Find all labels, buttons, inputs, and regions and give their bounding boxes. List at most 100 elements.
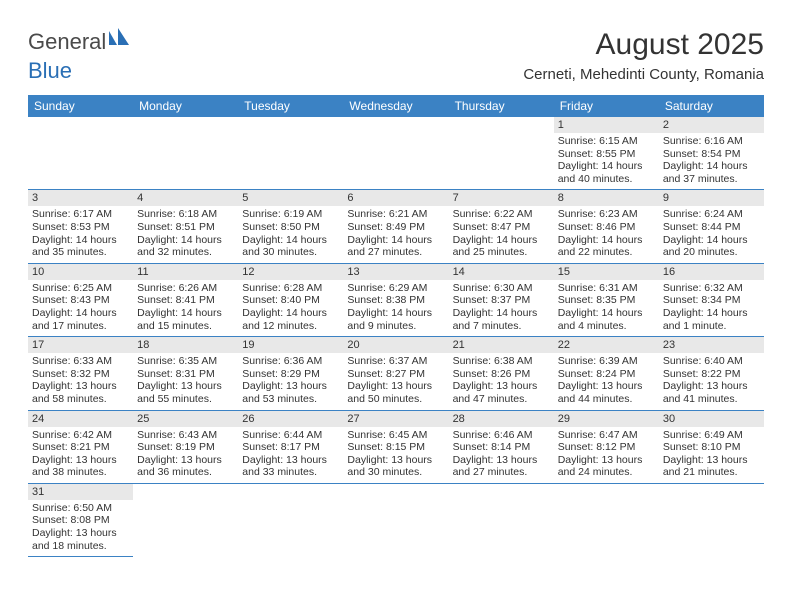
day-data: Sunrise: 6:49 AMSunset: 8:10 PMDaylight:… [659,427,764,483]
day-number: 15 [554,264,659,280]
empty-cell [659,483,764,556]
calendar-table: SundayMondayTuesdayWednesdayThursdayFrid… [28,95,764,557]
sunrise-text: Sunrise: 6:26 AM [137,282,234,295]
day-cell: 12Sunrise: 6:28 AMSunset: 8:40 PMDayligh… [238,263,343,336]
weekday-header: Saturday [659,95,764,117]
sunrise-text: Sunrise: 6:18 AM [137,208,234,221]
sunset-text: Sunset: 8:38 PM [347,294,444,307]
daylight-text: Daylight: 13 hours and 50 minutes. [347,380,444,405]
day-data: Sunrise: 6:42 AMSunset: 8:21 PMDaylight:… [28,427,133,483]
sunset-text: Sunset: 8:54 PM [663,148,760,161]
sunset-text: Sunset: 8:26 PM [453,368,550,381]
empty-cell [343,483,448,556]
day-data: Sunrise: 6:15 AMSunset: 8:55 PMDaylight:… [554,133,659,189]
month-title: August 2025 [523,28,764,62]
empty-cell [449,483,554,556]
day-number: 16 [659,264,764,280]
day-cell: 14Sunrise: 6:30 AMSunset: 8:37 PMDayligh… [449,263,554,336]
day-number: 7 [449,190,554,206]
day-number: 17 [28,337,133,353]
day-number: 5 [238,190,343,206]
daylight-text: Daylight: 14 hours and 40 minutes. [558,160,655,185]
weekday-header: Sunday [28,95,133,117]
daylight-text: Daylight: 14 hours and 20 minutes. [663,234,760,259]
header: General August 2025 Cerneti, Mehedinti C… [28,28,764,83]
sunset-text: Sunset: 8:53 PM [32,221,129,234]
sunset-text: Sunset: 8:41 PM [137,294,234,307]
day-cell: 19Sunrise: 6:36 AMSunset: 8:29 PMDayligh… [238,337,343,410]
day-number: 26 [238,411,343,427]
daylight-text: Daylight: 14 hours and 4 minutes. [558,307,655,332]
day-data: Sunrise: 6:21 AMSunset: 8:49 PMDaylight:… [343,206,448,262]
sunset-text: Sunset: 8:34 PM [663,294,760,307]
day-data: Sunrise: 6:50 AMSunset: 8:08 PMDaylight:… [28,500,133,556]
daylight-text: Daylight: 13 hours and 21 minutes. [663,454,760,479]
sunrise-text: Sunrise: 6:38 AM [453,355,550,368]
day-number: 18 [133,337,238,353]
day-number: 19 [238,337,343,353]
day-data: Sunrise: 6:16 AMSunset: 8:54 PMDaylight:… [659,133,764,189]
daylight-text: Daylight: 13 hours and 24 minutes. [558,454,655,479]
sunrise-text: Sunrise: 6:16 AM [663,135,760,148]
sunset-text: Sunset: 8:50 PM [242,221,339,234]
day-cell: 1Sunrise: 6:15 AMSunset: 8:55 PMDaylight… [554,117,659,190]
calendar-row: 1Sunrise: 6:15 AMSunset: 8:55 PMDaylight… [28,117,764,190]
day-number: 29 [554,411,659,427]
sunset-text: Sunset: 8:29 PM [242,368,339,381]
day-data: Sunrise: 6:40 AMSunset: 8:22 PMDaylight:… [659,353,764,409]
daylight-text: Daylight: 13 hours and 27 minutes. [453,454,550,479]
day-cell: 16 Sunrise: 6:32 AMSunset: 8:34 PMDayligh… [659,263,764,336]
calendar-row: 10Sunrise: 6:25 AMSunset: 8:43 PMDayligh… [28,263,764,336]
day-number: 20 [343,337,448,353]
day-number: 21 [449,337,554,353]
daylight-text: Daylight: 13 hours and 30 minutes. [347,454,444,479]
daylight-text: Daylight: 14 hours and 1 minute. [663,307,760,332]
weekday-header: Tuesday [238,95,343,117]
daylight-text: Daylight: 14 hours and 15 minutes. [137,307,234,332]
weekday-header: Monday [133,95,238,117]
sunrise-text: Sunrise: 6:47 AM [558,429,655,442]
day-number: 22 [554,337,659,353]
day-cell: 11Sunrise: 6:26 AMSunset: 8:41 PMDayligh… [133,263,238,336]
sunset-text: Sunset: 8:15 PM [347,441,444,454]
day-data: Sunrise: 6:36 AMSunset: 8:29 PMDaylight:… [238,353,343,409]
day-data: Sunrise: 6:29 AMSunset: 8:38 PMDaylight:… [343,280,448,336]
sunrise-text: Sunrise: 6:22 AM [453,208,550,221]
sunrise-text: Sunrise: 6:17 AM [32,208,129,221]
day-data: Sunrise: 6:43 AMSunset: 8:19 PMDaylight:… [133,427,238,483]
day-number: 2 [659,117,764,133]
weekday-header: Thursday [449,95,554,117]
day-data: Sunrise: 6:24 AMSunset: 8:44 PMDaylight:… [659,206,764,262]
day-data: Sunrise: 6:26 AMSunset: 8:41 PMDaylight:… [133,280,238,336]
weekday-header: Wednesday [343,95,448,117]
logo-sails-icon [108,28,130,46]
sunrise-text: Sunrise: 6:32 AM [663,282,760,295]
day-cell: 24Sunrise: 6:42 AMSunset: 8:21 PMDayligh… [28,410,133,483]
sunrise-text: Sunrise: 6:23 AM [558,208,655,221]
empty-cell [343,117,448,190]
sunset-text: Sunset: 8:12 PM [558,441,655,454]
day-cell: 15Sunrise: 6:31 AMSunset: 8:35 PMDayligh… [554,263,659,336]
sunrise-text: Sunrise: 6:24 AM [663,208,760,221]
daylight-text: Daylight: 14 hours and 27 minutes. [347,234,444,259]
day-cell: 26Sunrise: 6:44 AMSunset: 8:17 PMDayligh… [238,410,343,483]
daylight-text: Daylight: 13 hours and 33 minutes. [242,454,339,479]
sunset-text: Sunset: 8:46 PM [558,221,655,234]
daylight-text: Daylight: 13 hours and 41 minutes. [663,380,760,405]
sunset-text: Sunset: 8:27 PM [347,368,444,381]
sunset-text: Sunset: 8:47 PM [453,221,550,234]
daylight-text: Daylight: 14 hours and 32 minutes. [137,234,234,259]
sunset-text: Sunset: 8:35 PM [558,294,655,307]
daylight-text: Daylight: 13 hours and 18 minutes. [32,527,129,552]
day-cell: 20 Sunrise: 6:37 AMSunset: 8:27 PMDayligh… [343,337,448,410]
logo-text-general: General [28,29,106,55]
day-data: Sunrise: 6:39 AMSunset: 8:24 PMDaylight:… [554,353,659,409]
sunrise-text: Sunrise: 6:37 AM [347,355,444,368]
day-cell: 3Sunrise: 6:17 AMSunset: 8:53 PMDaylight… [28,190,133,263]
sunrise-text: Sunrise: 6:42 AM [32,429,129,442]
day-cell: 5Sunrise: 6:19 AMSunset: 8:50 PMDaylight… [238,190,343,263]
day-number: 13 [343,264,448,280]
calendar-row: 3Sunrise: 6:17 AMSunset: 8:53 PMDaylight… [28,190,764,263]
day-number: 23 [659,337,764,353]
sunrise-text: Sunrise: 6:21 AM [347,208,444,221]
